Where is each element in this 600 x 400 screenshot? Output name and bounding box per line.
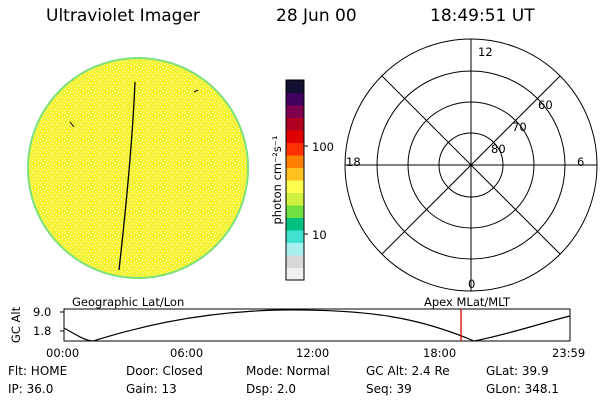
colorbar-segment	[286, 80, 304, 93]
colorbar-segment	[286, 105, 304, 118]
coastline-mark	[193, 89, 199, 93]
colorbar-ticks	[304, 145, 308, 235]
instrument-title: Ultraviolet Imager	[46, 6, 200, 26]
mlt-label-6: 6	[577, 155, 585, 169]
status-glat: GLat: 39.9	[486, 364, 549, 378]
status-flight: Flt: HOME	[8, 364, 68, 378]
colorbar-segment	[286, 155, 304, 168]
mlat-label-60: 60	[538, 98, 553, 112]
colorbar-segment	[286, 117, 304, 131]
time-label: 18:49:51 UT	[430, 6, 535, 26]
date-label: 28 Jun 00	[276, 6, 357, 26]
uv-image-disc	[27, 57, 249, 279]
colorbar-tick-100: 100	[312, 140, 334, 154]
mlat-label-80: 80	[491, 142, 506, 156]
colorbar-frame	[285, 79, 305, 281]
colorbar-segment	[286, 205, 304, 218]
colorbar-segment	[286, 192, 304, 206]
altitude-plot	[60, 308, 571, 342]
time-tick: 18:00	[423, 346, 457, 360]
time-tick: 12:00	[296, 346, 330, 360]
apex-label: Apex MLat/MLT	[424, 295, 511, 309]
colorbar-segment	[286, 130, 304, 143]
mlt-label-18: 18	[346, 155, 361, 169]
time-tick: 00:00	[46, 346, 80, 360]
mlat-label-70: 70	[512, 120, 527, 134]
altitude-tick-1-8: 1.8	[33, 324, 52, 338]
colorbar-segment	[286, 242, 304, 256]
colorbar	[285, 79, 305, 281]
status-seq: Seq: 39	[366, 382, 412, 396]
status-dsp: Dsp: 2.0	[246, 382, 297, 396]
status-ip: IP: 36.0	[8, 382, 54, 396]
colorbar-segment	[286, 142, 304, 156]
coastline-line	[118, 81, 136, 271]
coastline-mark	[69, 121, 75, 128]
colorbar-segment	[286, 255, 304, 268]
status-gain: Gain: 13	[126, 382, 177, 396]
polar-grid	[344, 38, 598, 292]
status-mode: Mode: Normal	[246, 364, 330, 378]
altitude-curve	[63, 309, 571, 342]
colorbar-segment	[286, 230, 304, 243]
time-tick: 06:00	[170, 346, 204, 360]
colorbar-segment	[286, 217, 304, 231]
colorbar-tick-10: 10	[312, 228, 327, 242]
mlt-label-0: 0	[468, 277, 476, 291]
altitude-tick-9: 9.0	[33, 305, 52, 319]
colorbar-label: photon cm⁻²s⁻¹	[270, 135, 284, 225]
altitude-axis-label: GC Alt	[9, 306, 23, 344]
colorbar-segment	[286, 167, 304, 181]
colorbar-segment	[286, 267, 304, 281]
geographic-label: Geographic Lat/Lon	[72, 295, 185, 309]
colorbar-segment	[286, 92, 304, 106]
mlt-label-12: 12	[478, 45, 493, 59]
colorbar-segment	[286, 180, 304, 193]
status-door: Door: Closed	[126, 364, 203, 378]
status-glon: GLon: 348.1	[486, 382, 559, 396]
time-tick: 23:59	[552, 346, 586, 360]
status-gc-alt: GC Alt: 2.4 Re	[366, 364, 450, 378]
